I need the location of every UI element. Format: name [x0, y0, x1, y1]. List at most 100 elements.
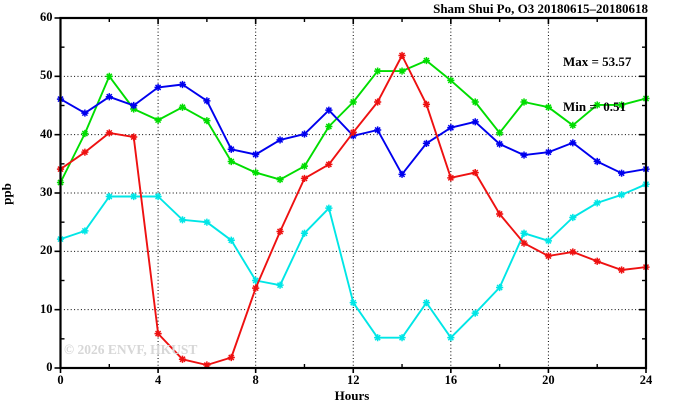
data-point-marker — [203, 117, 211, 125]
y-axis-tick-label: 40 — [40, 126, 53, 141]
data-point-marker — [520, 151, 528, 159]
data-point-marker — [471, 168, 479, 177]
x-axis-tick-label: 16 — [444, 373, 458, 387]
x-axis-tick-label: 0 — [57, 373, 64, 387]
series-line-day-3-red — [56, 51, 650, 369]
data-point-marker — [154, 192, 162, 201]
data-point-marker — [178, 355, 187, 363]
x-axis-tick-label: 12 — [347, 373, 360, 387]
data-point-marker — [325, 204, 333, 212]
min-value-label: Min = 0.51 — [563, 99, 627, 114]
data-point-marker — [105, 192, 113, 201]
data-point-marker — [374, 126, 382, 134]
data-point-marker — [544, 148, 553, 156]
data-point-marker — [569, 121, 577, 129]
data-point-marker — [349, 299, 357, 307]
max-min-annotation: Max = 53.57 Min = 0.51 — [563, 24, 631, 144]
data-point-marker — [471, 98, 479, 106]
data-point-marker — [593, 157, 601, 166]
data-point-marker — [374, 334, 382, 342]
data-point-marker — [520, 239, 528, 247]
data-point-marker — [81, 148, 89, 156]
data-point-marker — [300, 229, 309, 237]
data-point-marker — [471, 309, 479, 317]
y-axis-tick-label: 60 — [40, 10, 53, 24]
data-point-marker — [398, 170, 406, 178]
x-axis-tick-label: 4 — [154, 373, 162, 387]
data-point-marker — [496, 140, 504, 148]
data-point-marker — [496, 210, 504, 218]
data-point-marker — [325, 122, 333, 131]
data-point-marker — [276, 136, 284, 144]
data-point-marker — [178, 103, 187, 111]
data-point-marker — [569, 213, 577, 222]
data-point-marker — [593, 199, 601, 207]
data-point-marker — [105, 129, 113, 137]
y-axis-tick-label: 50 — [40, 68, 53, 83]
data-point-marker — [447, 174, 455, 182]
data-point-marker — [618, 169, 626, 177]
data-point-marker — [81, 129, 89, 138]
y-axis-tick-label: 20 — [40, 243, 53, 258]
data-point-marker — [618, 191, 626, 199]
data-point-marker — [105, 93, 113, 101]
data-point-marker — [227, 157, 235, 166]
data-point-marker — [252, 284, 260, 292]
data-point-marker — [422, 56, 431, 65]
data-point-marker — [496, 129, 504, 137]
series-line-day-4-cyan — [56, 180, 650, 342]
chart-title: Sham Shui Po, O3 20180615–20180618 — [433, 1, 648, 16]
data-point-marker — [593, 257, 601, 265]
data-point-marker — [544, 237, 553, 245]
max-value-label: Max = 53.57 — [563, 54, 632, 69]
data-point-marker — [398, 51, 406, 60]
data-point-marker — [618, 266, 626, 274]
data-point-marker — [276, 227, 284, 236]
data-point-marker — [349, 98, 357, 106]
y-axis-tick-label: 0 — [46, 360, 53, 374]
data-point-marker — [544, 252, 553, 260]
data-point-marker — [227, 353, 235, 362]
data-point-marker — [447, 76, 455, 85]
data-point-marker — [520, 229, 528, 237]
data-point-marker — [593, 101, 601, 109]
data-point-marker — [154, 329, 162, 338]
data-point-marker — [300, 130, 309, 138]
data-point-marker — [178, 80, 187, 89]
data-point-marker — [471, 118, 479, 126]
data-point-marker — [374, 98, 382, 106]
data-point-marker — [325, 160, 333, 169]
data-point-marker — [81, 109, 89, 117]
data-point-marker — [447, 124, 455, 132]
x-axis-label: Hours — [334, 388, 370, 403]
y-axis-tick-label: 30 — [40, 185, 53, 199]
data-point-marker — [227, 236, 235, 244]
data-point-marker — [178, 216, 187, 224]
data-point-marker — [276, 175, 284, 184]
data-point-marker — [422, 299, 431, 307]
data-point-marker — [130, 192, 138, 201]
data-point-marker — [105, 72, 113, 80]
data-point-marker — [130, 133, 138, 141]
data-point-marker — [81, 227, 89, 235]
data-point-marker — [398, 334, 406, 342]
plot-frame — [59, 16, 648, 370]
data-point-marker — [154, 116, 162, 124]
data-point-marker — [203, 97, 211, 105]
data-point-marker — [300, 162, 309, 170]
y-axis-tick-label: 10 — [40, 301, 53, 316]
data-point-marker — [154, 83, 162, 92]
data-point-marker — [398, 67, 406, 75]
data-point-marker — [252, 168, 260, 177]
data-point-marker — [252, 276, 260, 285]
data-point-marker — [422, 139, 431, 148]
data-point-marker — [130, 101, 138, 110]
data-point-marker — [569, 248, 577, 256]
data-point-marker — [227, 145, 235, 153]
data-point-marker — [203, 361, 211, 369]
x-axis-tick-label: 20 — [542, 373, 555, 387]
data-point-marker — [300, 174, 309, 183]
data-point-marker — [203, 218, 211, 226]
